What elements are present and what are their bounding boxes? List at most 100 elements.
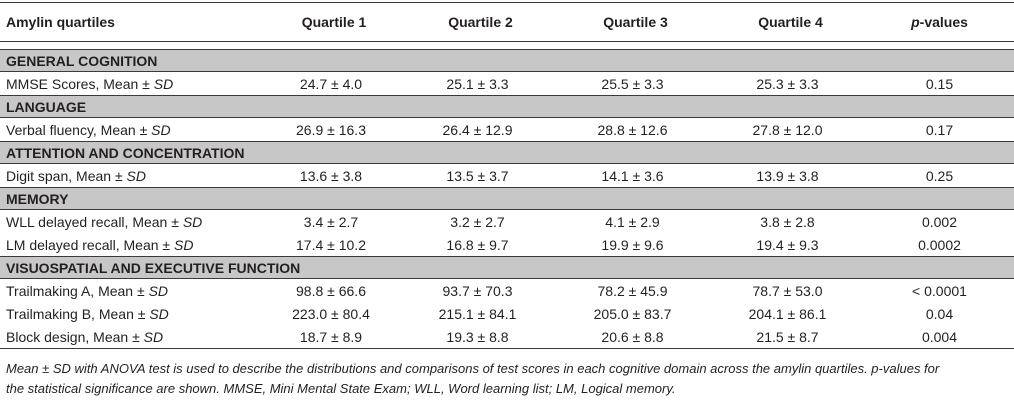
cell-quartile-2: 26.4 ± 12.9 [442,121,513,138]
row-label-text: Trailmaking B, Mean ± [6,305,150,322]
table-row: Block design, Mean ± SD 18.7 ± 8.9 19.3 ± … [0,325,1014,348]
cell-p-value: 0.04 [925,305,954,322]
section-title: VISUOSPATIAL AND EXECUTIVE FUNCTION [0,256,1014,279]
header-amylin-quartiles: Amylin quartiles [0,2,262,42]
row-label: Trailmaking A, Mean ± SD [0,279,262,303]
row-label-text: Verbal fluency, Mean ± [6,121,152,138]
cell-p-value: 0.0002 [918,236,961,253]
cell-quartile-3: 25.5 ± 3.3 [601,75,664,92]
table-bottom-rule [0,348,1014,349]
cell-quartile-3: 28.8 ± 12.6 [597,121,668,138]
table-row: Digit span, Mean ± SD 13.6 ± 3.8 13.5 ± 3.… [0,164,1014,188]
row-label-sd: SD [174,236,194,253]
cell-quartile-3: 4.1 ± 2.9 [605,213,660,230]
cell-quartile-1: 98.8 ± 66.6 [296,282,366,299]
cell-quartile-1: 3.4 ± 2.7 [303,213,359,230]
row-label-text: Digit span, Mean ± [6,167,127,184]
row-label-sd: SD [148,282,169,299]
cell-quartile-3: 20.6 ± 8.8 [601,328,664,345]
row-label: Block design, Mean ± SD [0,325,262,348]
header-quartile-3: Quartile 3 [555,2,710,42]
row-label-text: MMSE Scores, Mean ± [6,75,154,92]
row-label-sd: SD [182,213,203,230]
cell-p-value: 0.25 [925,167,954,184]
section-header-row: MEMORY [0,187,1014,210]
header-spacer [0,42,1014,50]
section-header-row: VISUOSPATIAL AND EXECUTIVE FUNCTION [0,256,1014,279]
header-quartile-2: Quartile 2 [400,2,555,42]
row-label-sd: SD [126,167,146,184]
cell-p-value: 0.002 [921,213,958,230]
cell-quartile-1: 223.0 ± 80.4 [292,305,370,322]
header-p-values: p-values [865,2,1014,42]
cell-quartile-1: 18.7 ± 8.9 [299,328,363,345]
row-label: Digit span, Mean ± SD [0,164,262,188]
header-spacer-cell [0,42,1014,50]
table-row: Trailmaking A, Mean ± SD 98.8 ± 66.6 93.7 … [0,279,1014,303]
table-row: Verbal fluency, Mean ± SD 26.9 ± 16.3 26.4… [0,118,1014,142]
row-label: WLL delayed recall, Mean ± SD [0,210,262,234]
header-p-italic: p [911,14,920,30]
table-header: Amylin quartiles Quartile 1 Quartile 2 Q… [0,2,1014,42]
cell-quartile-3: 205.0 ± 83.7 [593,305,672,322]
cell-quartile-4: 21.5 ± 8.7 [756,328,819,345]
cell-quartile-4: 25.3 ± 3.3 [756,75,819,92]
row-label-sd: SD [143,328,164,345]
cell-p-value: 0.004 [921,328,958,345]
amylin-quartiles-table: Amylin quartiles Quartile 1 Quartile 2 Q… [0,2,1014,349]
cell-quartile-4: 27.8 ± 12.0 [752,121,823,138]
row-label-sd: SD [153,75,174,92]
table-row: Trailmaking B, Mean ± SD 223.0 ± 80.4 215.… [0,302,1014,325]
cell-quartile-4: 13.9 ± 3.8 [756,167,819,184]
cell-quartile-3: 78.2 ± 45.9 [597,282,668,299]
cell-quartile-1: 13.6 ± 3.8 [299,167,363,184]
cell-quartile-4: 78.7 ± 53.0 [752,282,823,299]
footnote-line-1: Mean ± SD with ANOVA test is used to des… [6,361,940,376]
table-row: LM delayed recall, Mean ± SD 17.4 ± 10.2 1… [0,233,1014,257]
cell-quartile-1: 17.4 ± 10.2 [296,236,366,253]
row-label: LM delayed recall, Mean ± SD [0,233,262,257]
section-title: GENERAL COGNITION [0,49,1014,72]
table-row: MMSE Scores, Mean ± SD 24.7 ± 4.0 25.1 ± 3… [0,72,1014,96]
table-row: WLL delayed recall, Mean ± SD 3.4 ± 2.7 3.… [0,210,1014,234]
row-label-sd: SD [149,305,169,322]
row-label-sd: SD [151,121,171,138]
section-title: ATTENTION AND CONCENTRATION [0,141,1014,164]
cell-p-value: 0.17 [925,121,954,138]
cell-quartile-4: 204.1 ± 86.1 [748,305,827,322]
cell-p-value: 0.15 [925,75,954,92]
cell-quartile-2: 3.2 ± 2.7 [450,213,505,230]
row-label-text: WLL delayed recall, Mean ± [6,213,183,230]
section-header-row: GENERAL COGNITION [0,49,1014,72]
table-bottom-rule-cell [0,348,1014,349]
header-quartile-4: Quartile 4 [710,2,865,42]
header-quartile-1: Quartile 1 [262,2,400,42]
cell-p-value: < 0.0001 [912,282,967,299]
row-label: Verbal fluency, Mean ± SD [0,118,262,142]
cell-quartile-3: 14.1 ± 3.6 [601,167,664,184]
section-title: MEMORY [0,187,1014,210]
cell-quartile-4: 3.8 ± 2.8 [760,213,815,230]
cell-quartile-2: 13.5 ± 3.7 [446,167,509,184]
cell-quartile-1: 26.9 ± 16.3 [296,121,366,138]
cell-quartile-1: 24.7 ± 4.0 [299,75,363,92]
header-row: Amylin quartiles Quartile 1 Quartile 2 Q… [0,2,1014,42]
row-label: MMSE Scores, Mean ± SD [0,72,262,96]
cell-quartile-2: 25.1 ± 3.3 [446,75,509,92]
row-label: Trailmaking B, Mean ± SD [0,302,262,325]
row-label-text: Block design, Mean ± [6,328,144,345]
cell-quartile-3: 19.9 ± 9.6 [601,236,664,253]
table-footnote: Mean ± SD with ANOVA test is used to des… [6,359,1010,399]
section-header-row: LANGUAGE [0,95,1014,118]
section-title: LANGUAGE [0,95,1014,118]
section-header-row: ATTENTION AND CONCENTRATION [0,141,1014,164]
table-body: GENERAL COGNITION MMSE Scores, Mean ± SD 2… [0,42,1014,349]
cell-quartile-2: 16.8 ± 9.7 [446,236,509,253]
cell-quartile-2: 215.1 ± 84.1 [438,305,517,322]
footnote-line-2: the statistical significance are shown. … [6,381,676,396]
row-label-text: LM delayed recall, Mean ± [6,236,174,253]
cell-quartile-4: 19.4 ± 9.3 [756,236,819,253]
header-p-suffix: -values [919,14,968,30]
cell-quartile-2: 19.3 ± 8.8 [446,328,509,345]
